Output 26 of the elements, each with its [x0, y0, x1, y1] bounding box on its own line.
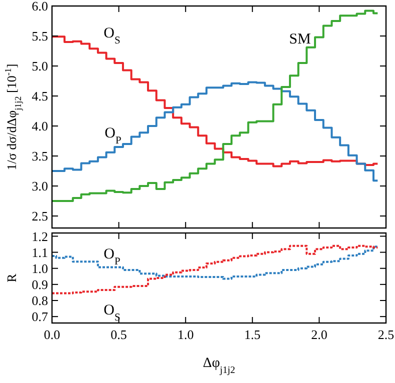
y-tick-label: 1.0 [32, 260, 48, 276]
y-tick-label: 3.0 [32, 178, 48, 194]
y-tick-label: 4.0 [32, 118, 48, 134]
y-tick-label: 0.7 [32, 309, 48, 324]
annotation: O$_{P}$ [104, 246, 120, 267]
x-tick-label: 1.5 [244, 327, 261, 342]
x-tick-label: 0.0 [44, 327, 60, 342]
x-tick-label: 2.0 [311, 327, 328, 342]
annotation: SM [289, 31, 311, 48]
y-tick-label: 2.5 [32, 208, 48, 224]
annotation: O$_{P}$ [104, 125, 122, 146]
annotation: O$_{S}$ [104, 25, 120, 46]
x-tick-label: 2.5 [378, 327, 394, 342]
y-tick-label: 1.2 [32, 228, 48, 244]
y-tick-label: 5.5 [32, 28, 48, 44]
y-tick-label: 3.5 [32, 148, 48, 164]
y-tick-label: 0.8 [32, 293, 48, 308]
y-axis-title: R [4, 273, 19, 282]
y-tick-label: 0.9 [32, 276, 48, 292]
x-axis-title: Δφ$_{j1j2}$ [202, 356, 236, 376]
x-tick-label: 1.0 [177, 327, 194, 342]
y-tick-label: 5.0 [32, 58, 48, 74]
y-tick-label: 1.1 [32, 244, 48, 260]
y-tick-label: 6.0 [32, 0, 48, 14]
x-tick-label: 0.5 [110, 327, 127, 342]
y-tick-label: 4.5 [32, 88, 48, 104]
